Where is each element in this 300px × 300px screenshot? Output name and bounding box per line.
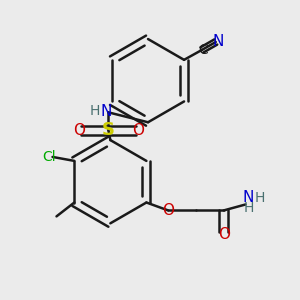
Text: H: H [243, 202, 254, 215]
Text: C: C [198, 43, 208, 57]
Text: O: O [162, 203, 174, 218]
Text: O: O [218, 227, 230, 242]
Text: N: N [101, 104, 112, 119]
Text: H: H [89, 104, 100, 118]
Text: H: H [254, 190, 265, 205]
Text: O: O [73, 123, 85, 138]
Text: N: N [243, 190, 254, 205]
Text: S: S [102, 121, 115, 139]
Text: Cl: Cl [42, 150, 56, 164]
Text: O: O [132, 123, 144, 138]
Text: N: N [212, 34, 224, 49]
